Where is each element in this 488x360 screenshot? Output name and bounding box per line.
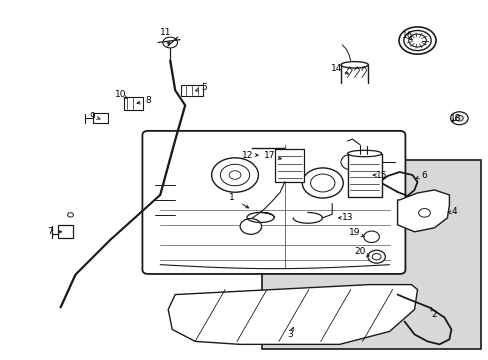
Text: 11: 11 — [159, 28, 171, 37]
Circle shape — [310, 174, 334, 192]
Circle shape — [454, 115, 462, 121]
Bar — [58, 225, 73, 238]
Ellipse shape — [347, 150, 381, 157]
Text: 9: 9 — [89, 112, 95, 121]
Circle shape — [418, 208, 429, 217]
Text: 3: 3 — [286, 330, 292, 339]
Polygon shape — [168, 285, 417, 345]
Circle shape — [229, 171, 241, 179]
Bar — [123, 97, 143, 110]
Text: 10: 10 — [114, 90, 126, 99]
Bar — [275, 149, 304, 181]
Circle shape — [363, 231, 379, 243]
Text: 6: 6 — [421, 171, 427, 180]
Circle shape — [220, 164, 249, 186]
Circle shape — [163, 37, 177, 48]
Text: 12: 12 — [242, 150, 253, 159]
Text: 7: 7 — [47, 227, 53, 236]
Circle shape — [302, 168, 343, 198]
Text: 15: 15 — [375, 171, 386, 180]
FancyBboxPatch shape — [142, 131, 405, 274]
Bar — [261, 160, 480, 348]
Circle shape — [340, 154, 362, 170]
Circle shape — [67, 213, 73, 217]
Circle shape — [367, 250, 385, 263]
Circle shape — [211, 158, 258, 192]
Text: 14: 14 — [330, 64, 342, 73]
Text: 1: 1 — [229, 193, 234, 202]
Bar — [93, 113, 107, 123]
Ellipse shape — [340, 62, 367, 68]
Circle shape — [449, 112, 467, 125]
Text: 2: 2 — [431, 310, 436, 319]
Text: 20: 20 — [353, 247, 365, 256]
Circle shape — [240, 219, 261, 234]
Circle shape — [371, 253, 380, 260]
Text: 8: 8 — [145, 96, 151, 105]
Text: 4: 4 — [450, 207, 456, 216]
Bar — [181, 85, 203, 96]
Bar — [347, 153, 381, 197]
Polygon shape — [397, 190, 448, 232]
Text: 17: 17 — [264, 150, 275, 159]
Text: 13: 13 — [341, 213, 353, 222]
Text: 19: 19 — [348, 228, 360, 237]
Text: 16: 16 — [401, 31, 412, 40]
Text: 5: 5 — [201, 83, 206, 92]
Text: 18: 18 — [449, 114, 460, 123]
